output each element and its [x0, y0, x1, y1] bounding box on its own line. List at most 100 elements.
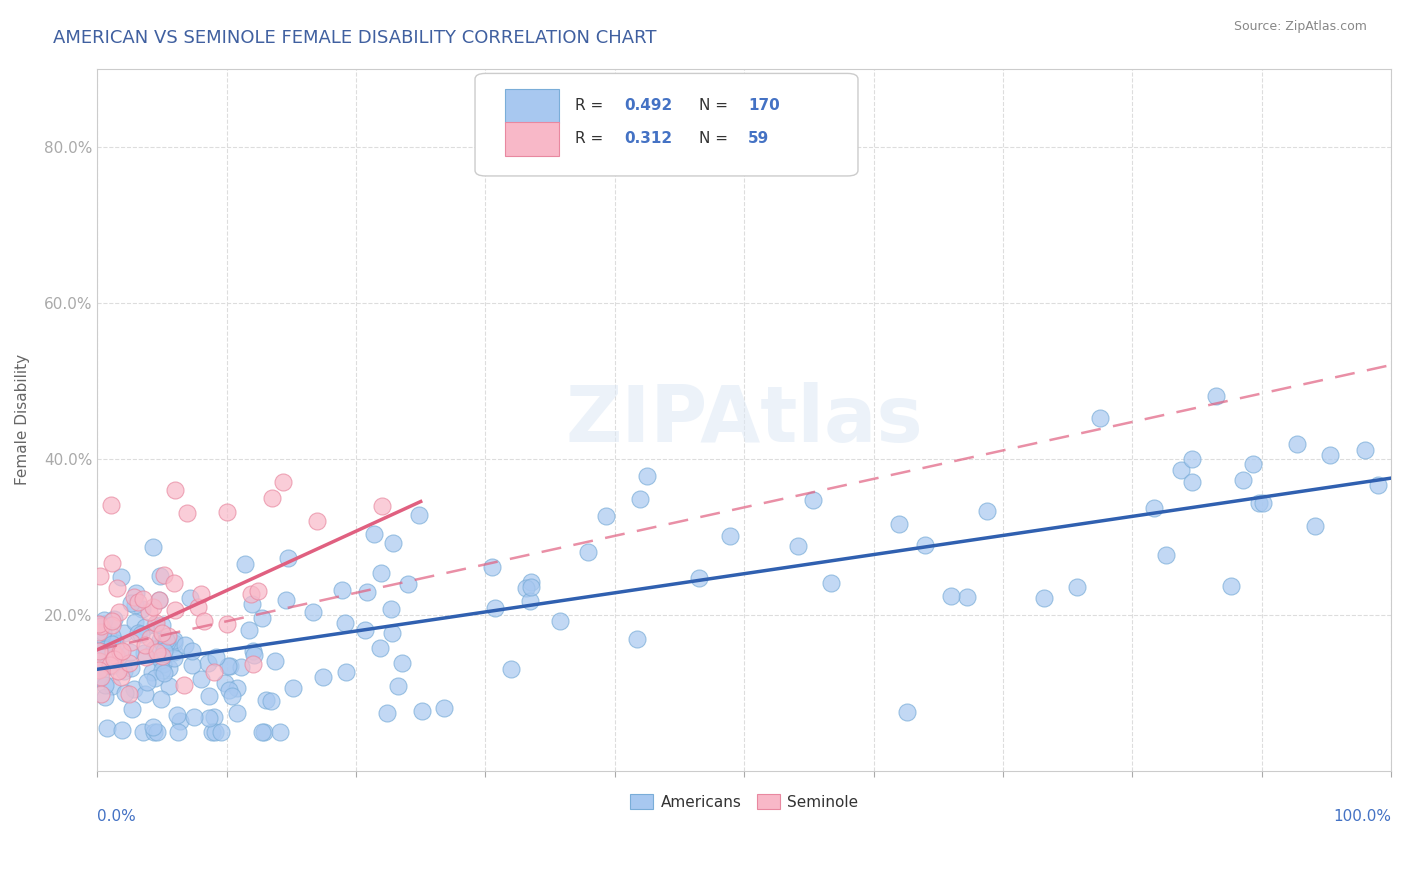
- Point: [101, 614, 124, 628]
- Point: [215, 505, 238, 519]
- Text: N =: N =: [699, 98, 733, 113]
- Point: [143, 672, 166, 686]
- Point: [142, 719, 165, 733]
- Point: [204, 724, 226, 739]
- Point: [142, 541, 165, 555]
- Point: [209, 724, 232, 739]
- Point: [141, 665, 163, 680]
- Point: [396, 577, 419, 591]
- Point: [94, 690, 117, 705]
- Text: 59: 59: [748, 131, 769, 146]
- Point: [628, 491, 651, 506]
- Point: [90, 628, 112, 642]
- Point: [1181, 475, 1204, 489]
- Point: [481, 560, 503, 574]
- Point: [202, 665, 225, 680]
- Point: [114, 685, 136, 699]
- Point: [163, 603, 186, 617]
- Point: [1143, 501, 1166, 516]
- Point: [110, 670, 132, 684]
- Point: [150, 663, 173, 677]
- Point: [100, 659, 122, 673]
- Point: [163, 650, 186, 665]
- Y-axis label: Female Disability: Female Disability: [15, 354, 30, 485]
- Point: [1154, 548, 1177, 562]
- Point: [243, 648, 266, 663]
- Point: [150, 617, 173, 632]
- Point: [335, 615, 357, 630]
- Point: [104, 636, 127, 650]
- Point: [370, 566, 392, 580]
- Point: [111, 644, 134, 658]
- Point: [94, 678, 117, 692]
- Point: [108, 605, 131, 619]
- Point: [145, 615, 167, 630]
- Point: [122, 681, 145, 696]
- Text: N =: N =: [699, 131, 733, 146]
- Point: [98, 657, 121, 672]
- Point: [277, 550, 299, 565]
- Point: [124, 598, 146, 612]
- Point: [135, 650, 157, 665]
- Point: [155, 632, 177, 647]
- Point: [408, 508, 430, 522]
- Point: [250, 724, 273, 739]
- Point: [138, 605, 160, 619]
- Point: [90, 619, 112, 633]
- Point: [595, 508, 617, 523]
- Point: [96, 721, 118, 735]
- Point: [688, 571, 710, 585]
- Point: [163, 633, 186, 648]
- Point: [190, 672, 212, 686]
- Point: [307, 514, 329, 528]
- Point: [250, 611, 273, 625]
- Point: [107, 664, 129, 678]
- Point: [1249, 496, 1271, 510]
- Point: [183, 710, 205, 724]
- Point: [371, 499, 394, 513]
- Point: [127, 625, 149, 640]
- Point: [238, 623, 260, 637]
- Point: [152, 636, 174, 650]
- Point: [787, 539, 810, 553]
- Point: [484, 601, 506, 615]
- Point: [134, 687, 156, 701]
- Point: [134, 647, 156, 661]
- Point: [312, 670, 335, 684]
- Point: [124, 615, 146, 630]
- Point: [146, 645, 169, 659]
- Point: [169, 714, 191, 728]
- Point: [976, 504, 998, 518]
- Point: [801, 493, 824, 508]
- Point: [499, 662, 522, 676]
- Point: [89, 654, 111, 668]
- Text: 0.492: 0.492: [624, 98, 672, 113]
- Point: [221, 690, 243, 704]
- Point: [233, 557, 256, 571]
- Point: [202, 709, 225, 723]
- FancyBboxPatch shape: [505, 89, 560, 122]
- Point: [380, 601, 402, 615]
- Point: [332, 582, 354, 597]
- Point: [515, 581, 537, 595]
- Point: [104, 648, 127, 663]
- Point: [165, 483, 187, 497]
- Point: [914, 538, 936, 552]
- Point: [193, 614, 215, 628]
- Point: [120, 596, 142, 610]
- Point: [1232, 473, 1254, 487]
- Point: [152, 568, 174, 582]
- Point: [363, 527, 385, 541]
- Point: [226, 681, 249, 695]
- Point: [229, 660, 252, 674]
- Point: [163, 645, 186, 659]
- Point: [1181, 452, 1204, 467]
- Point: [197, 656, 219, 670]
- Point: [242, 657, 264, 671]
- Point: [134, 638, 156, 652]
- Point: [89, 671, 111, 685]
- Point: [121, 702, 143, 716]
- Point: [101, 629, 124, 643]
- Point: [135, 675, 157, 690]
- Point: [1285, 436, 1308, 450]
